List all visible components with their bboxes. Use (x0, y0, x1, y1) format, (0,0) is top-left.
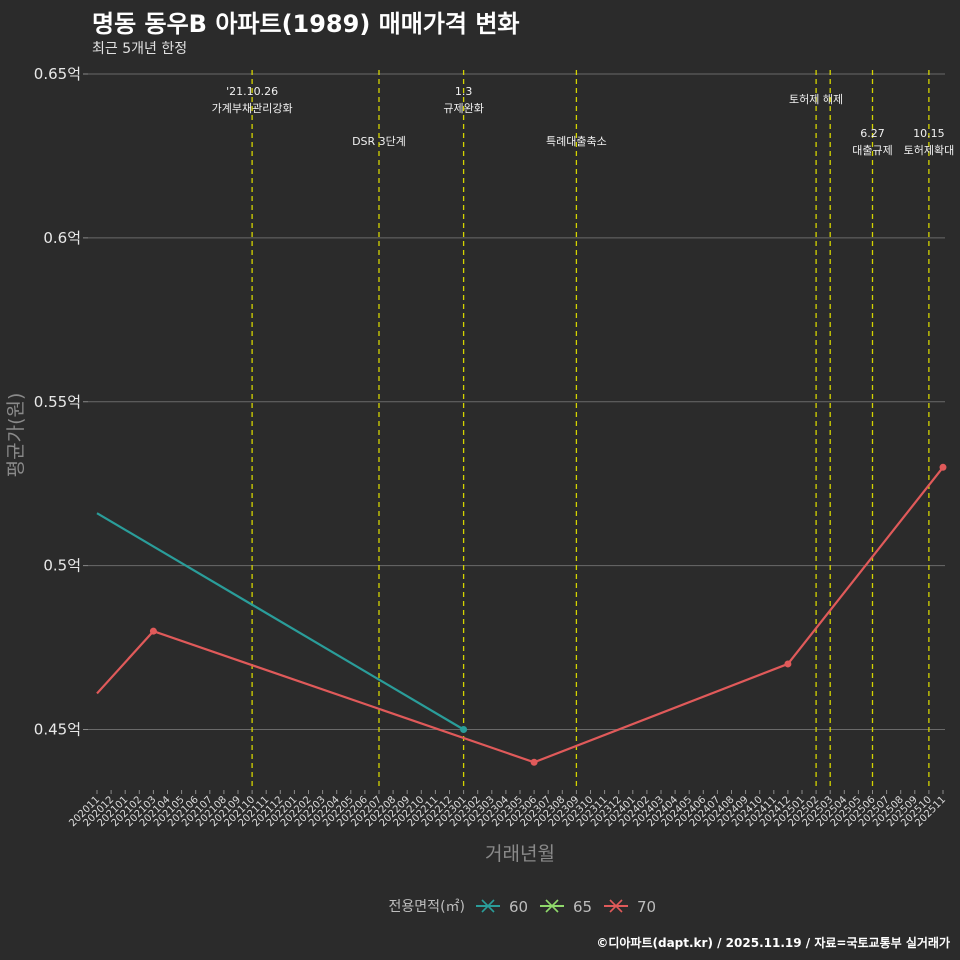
event-label: 토허제확대 (904, 144, 955, 157)
y-axis-title: 평균가(원) (5, 393, 27, 478)
legend-title: 전용면적(㎡) (389, 899, 465, 915)
chart-subtitle: 최근 5개년 한정 (92, 41, 188, 57)
event-label: 10.15 (913, 127, 945, 140)
y-tick-label: 0.65억 (34, 65, 81, 83)
y-tick-label: 0.6억 (43, 229, 81, 247)
series-line-60 (96, 512, 465, 731)
data-point-60 (460, 726, 468, 733)
event-label: 6.27 (860, 127, 885, 140)
data-point-70 (149, 627, 157, 635)
y-tick-label: 0.55억 (34, 393, 81, 411)
source-caption: ©디아파트(dapt.kr) / 2025.11.19 / 자료=국토교통부 실… (596, 936, 950, 950)
chart-title: 명동 동우B 아파트(1989) 매매가격 변화 (92, 10, 520, 38)
data-point-70 (784, 660, 792, 668)
data-point-70 (530, 758, 538, 766)
grid-lines (88, 73, 945, 730)
event-label: 대출규제 (852, 144, 892, 157)
event-label: '21.10.26 (226, 85, 278, 98)
y-tick-label: 0.5억 (43, 557, 81, 575)
legend-label-70: 70 (637, 898, 656, 916)
legend-key-cross-70 (609, 899, 623, 913)
event-label: 토허제 해제 (789, 92, 843, 106)
event-label: DSR 3단계 (352, 135, 406, 148)
event-label: 가계부채관리강화 (212, 102, 293, 115)
series-lines (96, 463, 947, 766)
legend-label-60: 60 (509, 898, 528, 916)
x-axis-ticks: 2020112020122021012021022021032021042021… (67, 790, 948, 829)
event-label: 1.3 (455, 85, 473, 98)
y-axis-ticks: 0.45억 0.5억 0.55억 0.6억 0.65억 (34, 65, 88, 739)
legend-label-65: 65 (573, 898, 592, 916)
legend-key-cross-65 (545, 899, 559, 913)
legend-key-cross-60 (481, 899, 495, 913)
y-tick-label: 0.45억 (34, 721, 81, 739)
x-axis-title: 거래년월 (485, 843, 555, 865)
event-label: 규제완화 (443, 102, 483, 115)
event-label: 특례대출축소 (546, 135, 607, 148)
legend: 전용면적(㎡) 60 65 70 (389, 898, 657, 916)
data-point-70 (939, 463, 947, 471)
